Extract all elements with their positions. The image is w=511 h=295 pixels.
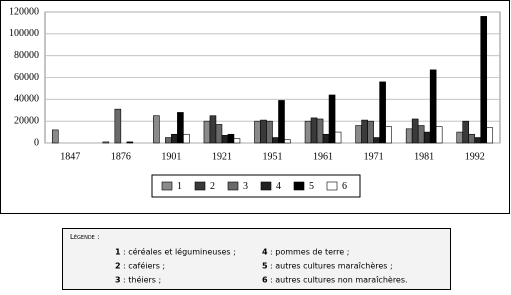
bar: [183, 133, 190, 144]
x-tick-label: 1901: [161, 151, 181, 162]
bar: [334, 131, 342, 144]
bar: [355, 125, 362, 144]
legend-swatch: [293, 181, 305, 191]
bar: [373, 137, 380, 144]
legend-swatch: [227, 181, 239, 191]
bar: [51, 129, 59, 144]
legend-label: 2: [210, 181, 215, 192]
bar: [126, 141, 134, 144]
legend-label: 5: [309, 181, 314, 192]
x-tick-label: 1961: [313, 151, 333, 162]
bar: [177, 112, 184, 144]
bar: [328, 94, 336, 144]
note-number: 1: [115, 248, 121, 257]
x-tick-label: 1876: [111, 151, 131, 162]
bar: [209, 115, 217, 144]
x-tick-label: 1992: [465, 151, 485, 162]
note-text: : caféiers ;: [123, 261, 165, 271]
bar: [272, 137, 279, 144]
x-tick-label: 1921: [212, 151, 232, 162]
legend-swatch: [260, 181, 272, 191]
bar: [102, 141, 110, 144]
bar: [435, 126, 443, 144]
legend-swatch: [194, 181, 206, 191]
note-text: : autres cultures non maraîchères.: [270, 275, 408, 285]
note-title: Légende :: [70, 233, 99, 241]
bar: [462, 120, 470, 144]
bar: [221, 135, 229, 144]
bar: [411, 118, 419, 144]
x-tick-label: 1981: [414, 151, 434, 162]
y-tick-label: 80000: [14, 50, 39, 61]
bar: [417, 125, 425, 144]
bar: [429, 69, 437, 144]
y-tick-label: 0: [34, 137, 39, 148]
legend-label: 6: [342, 181, 347, 192]
chart-frame: [0, 0, 510, 214]
x-tick-label: 1971: [364, 151, 384, 162]
note-number: 3: [115, 276, 121, 285]
note-number: 6: [262, 276, 268, 285]
bar: [310, 117, 318, 144]
bar: [456, 131, 464, 144]
bar: [227, 133, 235, 144]
bar: [316, 118, 324, 144]
legend-label: 3: [243, 181, 248, 192]
note-number: 4: [262, 248, 268, 257]
bar: [486, 127, 494, 144]
bar: [474, 137, 482, 144]
note-text: : pommes de terre ;: [270, 248, 349, 257]
legend-label: 4: [276, 181, 281, 192]
bar: [367, 120, 374, 144]
bar: [405, 128, 413, 144]
note-box: [62, 228, 451, 290]
legend-note: Légende : 1: céréales et légumineuses ; 4…: [62, 228, 451, 290]
bar: [165, 137, 172, 144]
bar: [361, 119, 368, 144]
x-tick-label: 1951: [263, 151, 283, 162]
bar: [266, 120, 273, 144]
legend-swatch: [161, 181, 173, 191]
note-text: : autres cultures maraîchères ;: [270, 261, 393, 271]
bar: [171, 133, 178, 144]
bar: [233, 138, 241, 144]
y-tick-label: 100000: [9, 28, 39, 39]
bar: [203, 120, 211, 144]
y-tick-label: 120000: [9, 6, 39, 17]
bar: [153, 115, 160, 144]
legend-box: [151, 174, 361, 198]
bar: [468, 133, 476, 144]
bar: [423, 131, 431, 144]
legend-swatch: [326, 181, 338, 191]
bar: [260, 119, 267, 144]
bar: [480, 16, 488, 144]
x-tick-label: 1847: [60, 151, 80, 162]
note-number: 5: [262, 262, 268, 271]
bar: [278, 100, 285, 144]
y-tick-label: 20000: [14, 115, 39, 126]
note-text: : théiers ;: [123, 275, 161, 285]
bar: [385, 126, 392, 144]
bar: [322, 133, 330, 144]
note-number: 2: [115, 262, 121, 271]
bar: [304, 120, 312, 144]
bar: [215, 124, 223, 144]
y-tick-label: 60000: [14, 72, 39, 83]
y-tick-label: 40000: [14, 94, 39, 105]
bar: [284, 139, 291, 144]
note-text: : céréales et légumineuses ;: [123, 247, 236, 257]
legend-label: 1: [177, 181, 182, 192]
bar: [254, 120, 261, 144]
bar: [114, 108, 122, 144]
bar: [379, 81, 386, 144]
